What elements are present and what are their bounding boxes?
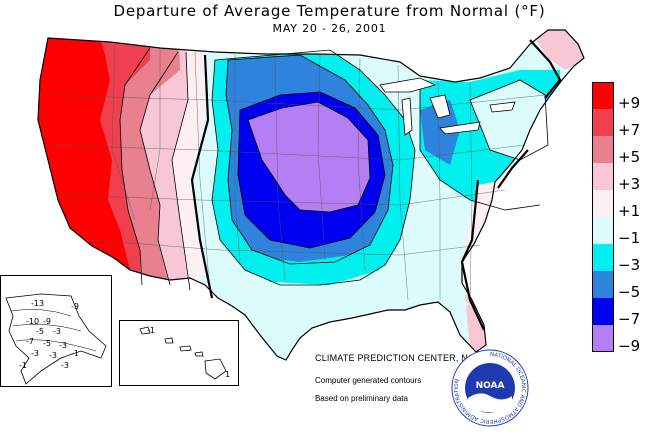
alaska-label: -3 [49, 351, 57, 360]
alaska-label: -10 [26, 317, 39, 326]
legend-label: +9 [618, 94, 641, 112]
lake-michigan [401, 97, 413, 136]
alaska-label: -5 [36, 327, 44, 336]
contour-lines [119, 47, 549, 291]
alaska-label: -3 [31, 349, 39, 358]
alaska-label: -13 [31, 299, 44, 308]
hawaii-contour-labels: -1 1 [147, 326, 230, 379]
hawaii-islands [139, 326, 227, 380]
legend-swatch [592, 136, 614, 163]
legend-swatch [592, 271, 614, 298]
legend-swatch [592, 298, 614, 325]
logo-text: NOAA [476, 381, 505, 391]
alaska-label: -5 [43, 339, 51, 348]
lake-huron [429, 94, 451, 119]
legend-swatch [592, 109, 614, 136]
alaska-inset: -13 -9 -10 -9 -5 -3 -7 -5 -3 -3 -3 -1 -1… [0, 275, 112, 387]
legend-swatch [592, 163, 614, 190]
lake-ontario [489, 101, 516, 113]
conus-outline [37, 29, 585, 361]
legend-label: +1 [618, 202, 641, 220]
band-plus-9-west [38, 30, 130, 290]
map-date-range: MAY 20 - 26, 2001 [272, 22, 387, 35]
band-minus-1-south [195, 272, 470, 345]
alaska-contour-labels: -13 -9 -10 -9 -5 -3 -7 -5 -3 -3 -3 -1 -1… [19, 299, 79, 370]
contour-note: Computer generated contours [315, 376, 422, 385]
alaska-label: -9 [71, 302, 79, 311]
legend-swatch [592, 82, 614, 109]
legend-label: −7 [618, 310, 641, 328]
legend-item: −3 [592, 244, 658, 274]
legend-label: +3 [618, 175, 641, 193]
legend: +9 +7 +5 +3 +1 −1 −3 −5 −7 −9 [592, 82, 658, 355]
band-minus-3-south [240, 255, 380, 285]
hawaii-label: 1 [225, 370, 230, 379]
hawaii-label: -1 [147, 326, 155, 335]
lake-superior [379, 77, 437, 93]
legend-item: −5 [592, 271, 658, 301]
alaska-label: -3 [61, 361, 69, 370]
legend-swatch [592, 190, 614, 217]
state-boundaries [39, 44, 546, 301]
agency-credit: CLIMATE PREDICTION CENTER, NOAA [315, 353, 488, 363]
zero-contour-lines [190, 39, 562, 331]
legend-label: −3 [618, 256, 641, 274]
legend-item: +5 [592, 136, 658, 166]
legend-swatch [592, 325, 614, 352]
logo-gull [468, 393, 512, 413]
data-note: Based on preliminary data [315, 394, 408, 403]
legend-item: −9 [592, 325, 658, 355]
legend-label: +5 [618, 148, 641, 166]
alaska-label: -9 [43, 317, 51, 326]
legend-swatch [592, 217, 614, 244]
alaska-contours [10, 309, 97, 352]
legend-label: −5 [618, 283, 641, 301]
hawaii-inset: -1 1 [119, 320, 239, 386]
lake-erie [439, 121, 481, 135]
band-minus-5-lakes [420, 100, 460, 165]
legend-label: −1 [618, 229, 641, 247]
map-title: Departure of Average Temperature from No… [113, 2, 546, 20]
band-plus-3-maine [530, 30, 584, 70]
alaska-outline [5, 293, 107, 385]
legend-item: −7 [592, 298, 658, 328]
legend-item: +7 [592, 109, 658, 139]
noaa-logo: NOAA NATIONAL OCEANIC AND ATMOSPHERIC AD… [451, 349, 529, 427]
alaska-label: -1 [19, 361, 27, 370]
alaska-label: -7 [26, 337, 34, 346]
legend-label: +7 [618, 121, 641, 139]
alaska-label: -3 [59, 341, 67, 350]
legend-item: +1 [592, 190, 658, 220]
legend-item: +9 [592, 82, 658, 112]
legend-swatch [592, 244, 614, 271]
legend-item: −1 [592, 217, 658, 247]
alaska-label: -3 [53, 327, 61, 336]
legend-label: −9 [618, 337, 641, 355]
legend-item: +3 [592, 163, 658, 193]
great-lakes [379, 77, 516, 136]
alaska-label: -1 [71, 349, 79, 358]
